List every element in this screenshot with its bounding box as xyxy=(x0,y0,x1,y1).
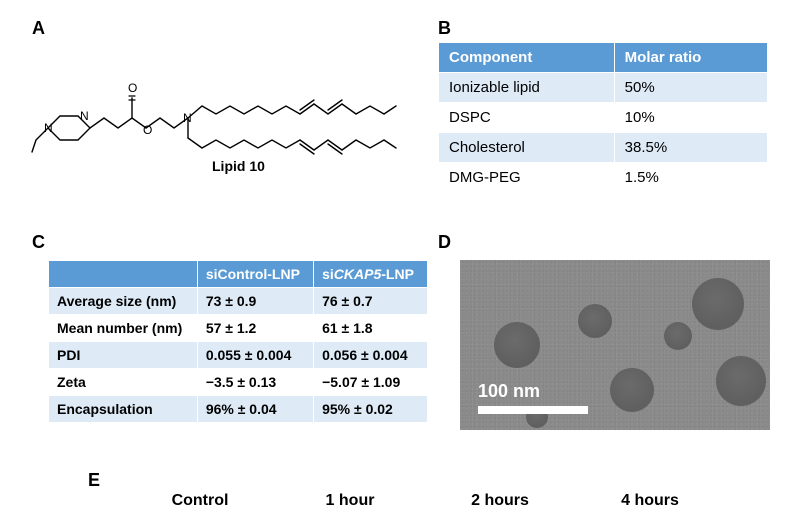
timepoint-label: Control xyxy=(130,492,270,510)
composition-table: Component Molar ratio Ionizable lipid 50… xyxy=(438,42,768,193)
panel-c-label: C xyxy=(32,232,45,253)
svg-text:O: O xyxy=(128,81,137,95)
tableC-header-blank xyxy=(49,261,198,288)
svg-text:N: N xyxy=(183,111,192,125)
table-row: Zeta −3.5 ± 0.13 −5.07 ± 1.09 xyxy=(49,369,428,396)
tem-background: 100 nm xyxy=(460,260,770,430)
tableC-header-sickap5: siCKAP5-LNP xyxy=(314,261,428,288)
table-row: DMG-PEG 1.5% xyxy=(439,163,768,193)
table-row: Mean number (nm) 57 ± 1.2 61 ± 1.8 xyxy=(49,315,428,342)
svg-text:O: O xyxy=(143,123,152,137)
timepoint-label: 4 hours xyxy=(580,492,720,510)
panel-a-label: A xyxy=(32,18,45,39)
tableB-header-ratio: Molar ratio xyxy=(614,43,767,73)
scalebar xyxy=(478,406,588,414)
table-row: Cholesterol 38.5% xyxy=(439,133,768,163)
panel-d-label: D xyxy=(438,232,451,253)
panel-b-label: B xyxy=(438,18,451,39)
tableB-header-component: Component xyxy=(439,43,615,73)
table-row: Encapsulation 96% ± 0.04 95% ± 0.02 xyxy=(49,396,428,423)
characterization-table: siControl-LNP siCKAP5-LNP Average size (… xyxy=(48,260,428,423)
panel-e-label: E xyxy=(88,470,100,491)
scalebar-label: 100 nm xyxy=(478,381,540,402)
svg-text:N: N xyxy=(80,109,89,123)
tableC-header-sicontrol: siControl-LNP xyxy=(197,261,313,288)
panel-e-timepoints: Control 1 hour 2 hours 4 hours xyxy=(130,492,720,510)
table-row: Ionizable lipid 50% xyxy=(439,73,768,103)
timepoint-label: 2 hours xyxy=(430,492,570,510)
lipid-structure-caption: Lipid 10 xyxy=(212,158,265,174)
tem-micrograph: 100 nm xyxy=(460,260,770,430)
table-row: PDI 0.055 ± 0.004 0.056 ± 0.004 xyxy=(49,342,428,369)
table-row: DSPC 10% xyxy=(439,103,768,133)
table-row: Average size (nm) 73 ± 0.9 76 ± 0.7 xyxy=(49,288,428,315)
svg-text:N: N xyxy=(44,121,53,135)
timepoint-label: 1 hour xyxy=(280,492,420,510)
